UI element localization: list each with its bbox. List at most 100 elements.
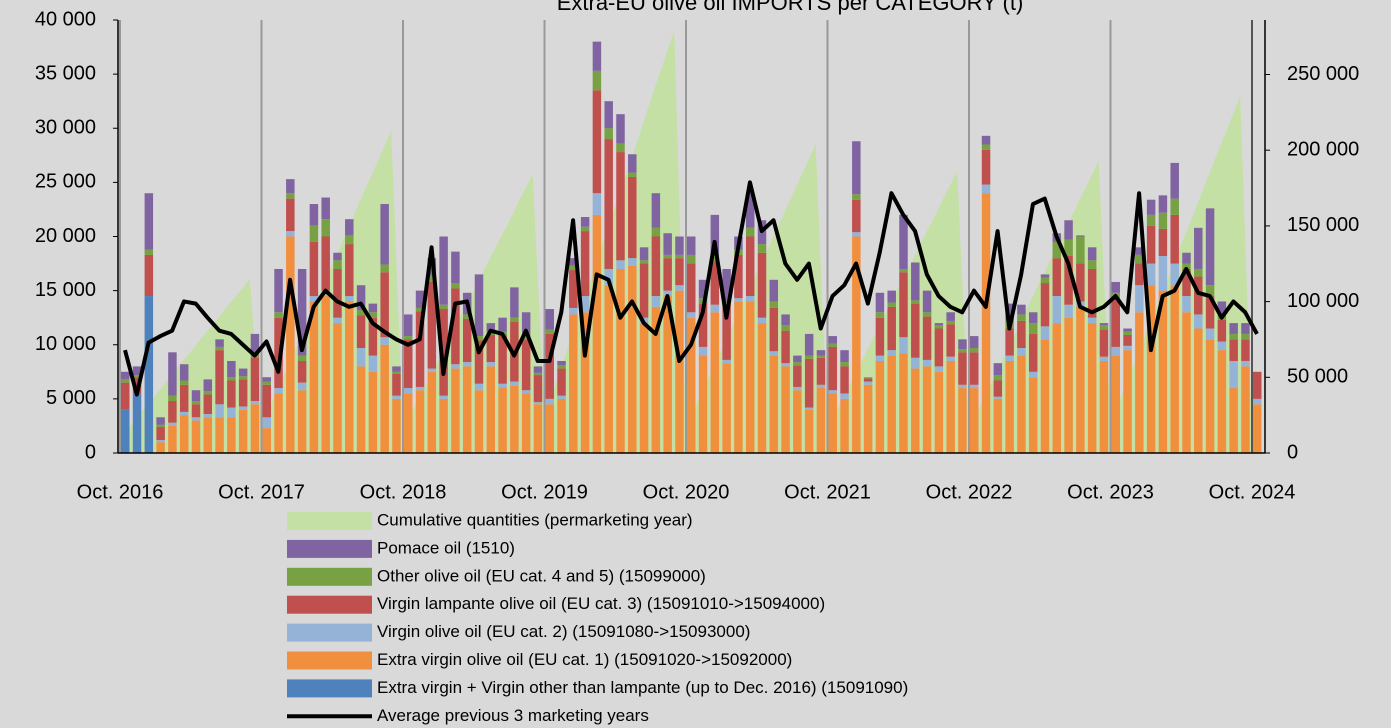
bar-segment [899, 337, 908, 354]
bar-segment [757, 252, 767, 318]
bar-segment [981, 184, 991, 194]
bar-segment [144, 249, 154, 255]
bar-segment [616, 143, 625, 153]
bar-segment [852, 194, 861, 200]
bar-segment [981, 193, 991, 453]
bar-segment [840, 398, 849, 453]
bar-segment [1182, 312, 1191, 453]
bar-segment [722, 363, 731, 453]
bar-segment [309, 225, 319, 242]
bar-segment [486, 362, 496, 367]
bar-segment [804, 358, 814, 408]
bar-segment [734, 254, 743, 299]
legend-label: Extra virgin + Virgin other than lampant… [377, 678, 908, 697]
bar-segment [521, 390, 531, 394]
bar-segment [816, 388, 826, 453]
bar-segment [1017, 304, 1026, 315]
bar-segment [451, 368, 460, 453]
bar-segment [545, 404, 554, 453]
bar-segment [380, 272, 389, 338]
bar-segment [993, 375, 1003, 381]
bar-segment [321, 219, 330, 237]
bar-segment [852, 141, 861, 195]
bar-segment [911, 300, 920, 304]
bar-segment [569, 314, 578, 453]
bar-segment [1146, 263, 1156, 286]
bar-segment [451, 283, 460, 289]
bar-segment [1052, 323, 1062, 453]
bar-segment [345, 244, 354, 297]
x-tick-label: Oct. 2016 [77, 481, 164, 503]
x-tick-label: Oct. 2018 [360, 481, 447, 503]
bar-segment [238, 379, 248, 407]
bar-segment [981, 135, 991, 145]
bar-segment [757, 323, 767, 453]
bar-segment [639, 247, 649, 261]
bar-segment [380, 344, 389, 453]
bar-segment [427, 371, 437, 453]
bar-segment [1052, 241, 1062, 259]
legend-label: Other olive oil (EU cat. 4 and 5) (15099… [377, 566, 706, 585]
bar-segment [1194, 268, 1203, 277]
bar-segment [451, 364, 460, 369]
bar-segment [356, 285, 366, 311]
bar-segment [533, 372, 543, 376]
bar-segment [1123, 335, 1132, 346]
bar-segment [392, 366, 401, 372]
bar-segment [663, 290, 672, 297]
bar-segment [404, 393, 413, 453]
bar-segment [297, 268, 307, 356]
bar-segment [1194, 314, 1203, 329]
bar-segment [604, 268, 613, 286]
bar-segment [651, 306, 661, 453]
bar-segment [368, 355, 378, 372]
bar-segment [274, 388, 283, 394]
bar-segment [286, 231, 295, 237]
legend-label: Virgin olive oil (EU cat. 2) (15091080->… [377, 622, 750, 641]
bar-segment [262, 381, 271, 385]
bar-segment [852, 236, 861, 453]
bar-segment [498, 335, 507, 384]
legend-label: Cumulative quantities (permarketing year… [377, 510, 693, 529]
bar-segment [392, 395, 401, 399]
bar-segment [1182, 263, 1191, 269]
bar-segment [1182, 252, 1191, 264]
bar-segment [415, 290, 425, 308]
bar-segment [840, 362, 849, 367]
bar-segment [1099, 360, 1109, 453]
bar-segment [922, 366, 932, 453]
legend-swatch [287, 651, 372, 670]
bar-segment [309, 241, 319, 297]
bar-segment [592, 214, 602, 453]
bar-segment [297, 390, 307, 453]
bar-segment [781, 314, 790, 326]
bar-segment [840, 393, 849, 399]
bar-segment [321, 236, 330, 291]
bar-segment [887, 350, 896, 356]
bar-segment [156, 427, 165, 441]
bar-segment [510, 287, 519, 318]
bar-segment [333, 260, 342, 269]
bar-segment [203, 379, 213, 392]
bar-segment [616, 152, 625, 261]
bar-segment [238, 368, 248, 377]
bar-segment [439, 398, 448, 453]
bar-segment [356, 310, 366, 316]
bar-segment [1158, 255, 1168, 291]
bar-segment [545, 398, 554, 405]
bar-segment [934, 371, 944, 453]
bar-segment [250, 401, 260, 405]
bar-segment [1229, 388, 1238, 453]
x-tick-label: Oct. 2021 [784, 481, 871, 503]
bar-segment [769, 351, 779, 356]
bar-segment [639, 260, 649, 264]
bar-segment [628, 172, 637, 177]
bar-segment [439, 309, 448, 396]
bar-segment [191, 420, 201, 453]
bar-segment [710, 312, 720, 453]
bar-segment [286, 198, 295, 232]
bar-segment [333, 252, 342, 261]
bar-segment [286, 193, 295, 199]
bar-segment [1229, 339, 1238, 361]
bar-segment [804, 333, 814, 356]
